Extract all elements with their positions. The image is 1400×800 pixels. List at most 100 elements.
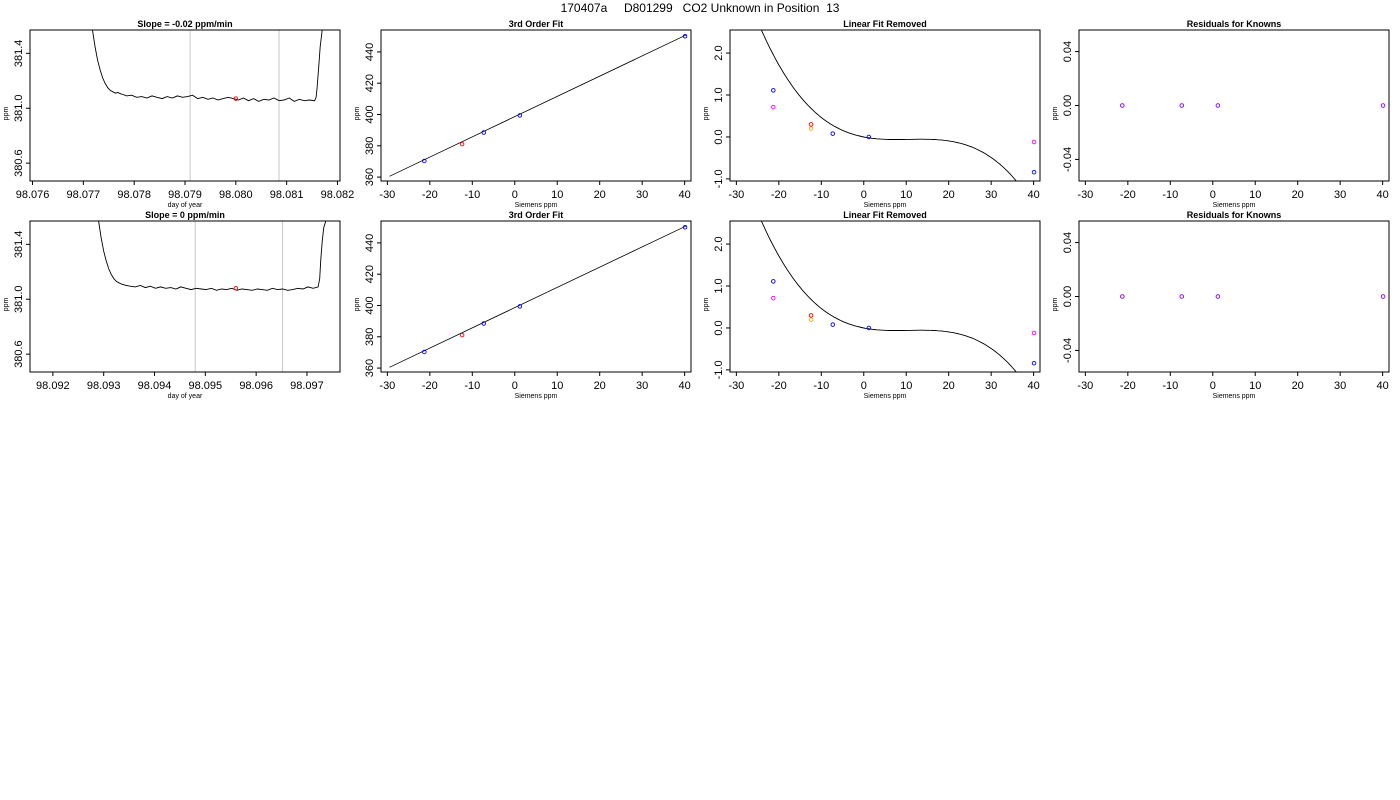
y-tick-label: 1.0	[713, 87, 725, 102]
unknown-point	[459, 141, 465, 147]
x-tick-label: 40	[1377, 380, 1389, 392]
x-axis-label: Siemens ppm	[864, 393, 907, 400]
fit-curve	[760, 221, 1017, 372]
y-axis-label: ppm	[703, 107, 710, 121]
plot-area	[389, 34, 688, 177]
known-point	[830, 131, 836, 136]
measured-point	[1031, 139, 1037, 145]
x-tick-label: -10	[813, 189, 829, 201]
x-tick-label: 98.076	[16, 189, 50, 201]
measured-point	[771, 295, 776, 301]
fit-curve	[760, 30, 1017, 181]
x-tick-label: 20	[1292, 189, 1304, 201]
x-tick-label: 0	[861, 380, 867, 392]
known-point	[481, 321, 487, 326]
y-tick-label: -0.04	[1062, 338, 1074, 363]
panel-2: 3rd Order Fit Siemens ppm ppm -30 -20 -10 0 10 2…	[354, 19, 692, 209]
unknown-point	[808, 313, 814, 318]
unknown-point	[808, 122, 814, 127]
plot-frame	[29, 220, 341, 373]
panel-title: Linear Fit Removed	[843, 19, 927, 29]
y-tick-label: 380.6	[13, 340, 25, 368]
y-tick-label: 0.00	[1062, 286, 1074, 307]
x-tick-label: 0	[512, 380, 518, 392]
residual-point	[1120, 294, 1125, 299]
x-tick-label: 10	[1249, 380, 1261, 392]
y-tick-label: -1.0	[713, 360, 725, 379]
known-point	[481, 130, 487, 135]
plot-frame	[29, 29, 341, 182]
plot-area	[98, 221, 327, 372]
y-tick-label: 2.0	[713, 45, 725, 60]
mean-point	[233, 96, 239, 101]
x-tick-label: 0	[861, 189, 867, 201]
x-tick-label: 20	[594, 380, 606, 392]
panel-title: Slope = 0 ppm/min	[145, 210, 225, 220]
y-tick-label: 400	[364, 296, 376, 314]
x-tick-label: -10	[1162, 380, 1178, 392]
x-tick-label: -10	[464, 380, 480, 392]
fit-line	[389, 225, 687, 368]
y-axis-label: ppm	[703, 298, 710, 312]
x-tick-label: 20	[943, 380, 955, 392]
panel-6: 3rd Order Fit Siemens ppm ppm -30 -20 -10 0 10 2…	[354, 210, 692, 400]
x-tick-label: 30	[636, 189, 648, 201]
alt-point	[808, 317, 814, 322]
x-tick-label: 98.078	[117, 189, 151, 201]
x-tick-label: 10	[1249, 189, 1261, 201]
plot-area	[1120, 103, 1386, 108]
residual-point	[1179, 294, 1185, 299]
x-tick-label: -10	[813, 380, 829, 392]
x-tick-label: 98.095	[188, 380, 222, 392]
alt-point	[808, 126, 814, 131]
plot-area	[1120, 294, 1386, 299]
known-point	[682, 34, 688, 39]
x-tick-label: 10	[900, 380, 912, 392]
x-tick-label: 98.081	[270, 189, 304, 201]
x-tick-label: 98.080	[219, 189, 253, 201]
x-tick-label: -10	[1162, 189, 1178, 201]
x-tick-label: -20	[771, 189, 787, 201]
fit-line	[389, 34, 687, 177]
x-tick-label: -20	[1120, 380, 1136, 392]
known-point	[517, 304, 523, 309]
y-tick-label: 2.0	[713, 236, 725, 251]
known-point	[422, 349, 427, 355]
x-tick-label: -20	[771, 380, 787, 392]
x-tick-label: 10	[551, 380, 563, 392]
measured-point	[771, 104, 776, 110]
panel-7: Linear Fit Removed Siemens ppm ppm -30 -20 -1…	[703, 210, 1041, 400]
x-tick-label: 98.079	[168, 189, 202, 201]
plot-frame	[1078, 29, 1390, 182]
known-point	[866, 134, 872, 140]
x-tick-label: 0	[1210, 189, 1216, 201]
x-tick-label: 40	[1028, 380, 1040, 392]
plot-area	[760, 221, 1037, 372]
x-tick-label: -20	[422, 380, 438, 392]
y-axis-label: ppm	[1052, 298, 1059, 312]
x-tick-label: -30	[728, 189, 744, 201]
y-axis-label: ppm	[354, 298, 361, 312]
y-tick-label: 381.0	[13, 285, 25, 313]
x-axis-label: day of year	[168, 393, 203, 400]
residual-point	[1179, 103, 1185, 108]
plot-area	[389, 225, 688, 368]
x-tick-label: -30	[1077, 380, 1093, 392]
x-tick-label: -30	[379, 380, 395, 392]
x-tick-label: 30	[1334, 189, 1346, 201]
x-axis-label: Siemens ppm	[515, 202, 558, 209]
y-tick-label: 360	[364, 168, 376, 186]
x-tick-label: -30	[728, 380, 744, 392]
plot-area	[760, 30, 1037, 181]
known-point	[517, 113, 523, 118]
plot-frame	[729, 220, 1041, 373]
x-tick-label: 98.093	[87, 380, 121, 392]
y-axis-label: ppm	[3, 107, 10, 121]
y-tick-label: 0.0	[713, 129, 725, 144]
y-tick-label: 360	[364, 359, 376, 377]
y-tick-label: 380	[364, 137, 376, 155]
unknown-point	[459, 332, 465, 338]
x-tick-label: -30	[379, 189, 395, 201]
y-tick-label: 381.0	[13, 94, 25, 122]
